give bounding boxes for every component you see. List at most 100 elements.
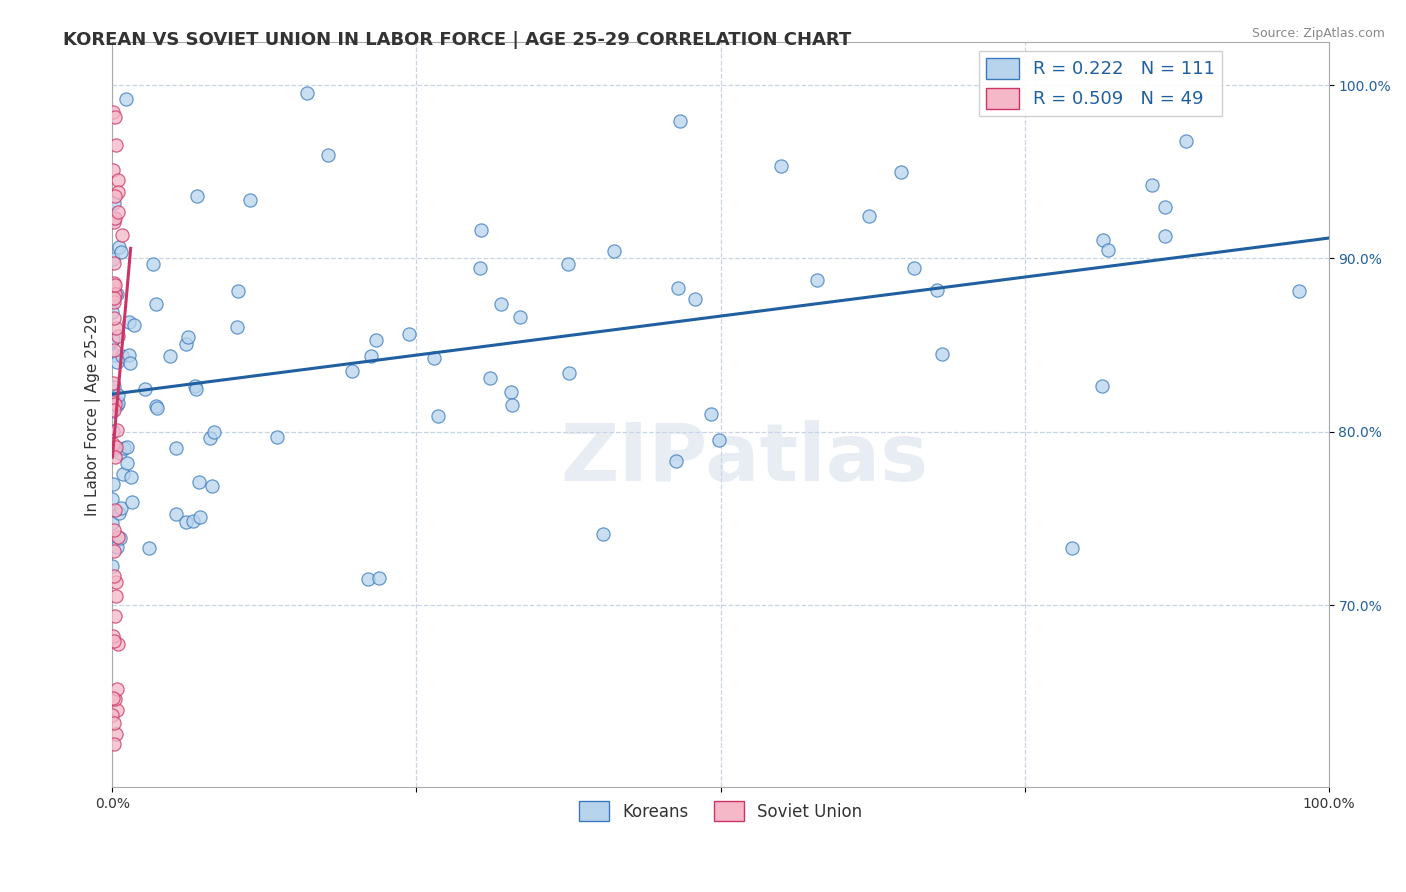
Point — [122, 318, 145, 333]
Point — [925, 283, 948, 297]
Point — [108, 531, 131, 545]
Point — [104, 286, 127, 301]
Point — [104, 287, 127, 301]
Point — [1091, 379, 1114, 393]
Point — [107, 286, 129, 301]
Point — [188, 510, 211, 524]
Point — [666, 280, 689, 294]
Point — [101, 334, 124, 348]
Point — [165, 507, 187, 521]
Point — [104, 450, 127, 464]
Point — [145, 296, 167, 310]
Point — [357, 572, 380, 586]
Point — [103, 343, 125, 357]
Point — [903, 260, 925, 275]
Point — [107, 240, 129, 254]
Point — [107, 328, 129, 343]
Point — [470, 222, 492, 236]
Point — [108, 506, 131, 520]
Point — [104, 189, 127, 203]
Point — [103, 277, 125, 291]
Point — [111, 228, 134, 243]
Point — [101, 492, 124, 507]
Point — [104, 277, 127, 292]
Point — [266, 430, 288, 444]
Point — [107, 172, 129, 186]
Point — [1142, 178, 1164, 192]
Point — [107, 681, 129, 696]
Point — [1175, 134, 1198, 148]
Point — [105, 441, 128, 455]
Point — [107, 530, 129, 544]
Point — [198, 431, 221, 445]
Point — [1097, 243, 1119, 257]
Point — [1288, 285, 1310, 299]
Point — [1091, 233, 1114, 247]
Point — [700, 407, 723, 421]
Point — [101, 252, 124, 267]
Point — [103, 380, 125, 394]
Point — [184, 382, 207, 396]
Point — [226, 284, 249, 298]
Point — [134, 382, 156, 396]
Point — [101, 105, 124, 120]
Point — [138, 541, 160, 555]
Point — [103, 634, 125, 648]
Point — [118, 356, 141, 370]
Point — [115, 456, 138, 470]
Point — [101, 516, 124, 531]
Point — [499, 384, 522, 399]
Point — [427, 409, 450, 424]
Point — [297, 86, 319, 100]
Point — [423, 351, 446, 366]
Point — [103, 544, 125, 558]
Point — [889, 165, 911, 179]
Point — [101, 305, 124, 319]
Point — [104, 503, 127, 517]
Point — [104, 692, 127, 706]
Point — [103, 737, 125, 751]
Point — [104, 211, 127, 226]
Point — [101, 477, 124, 491]
Point — [103, 291, 125, 305]
Point — [121, 495, 143, 509]
Point — [108, 446, 131, 460]
Point — [103, 716, 125, 731]
Point — [101, 404, 124, 418]
Point — [202, 425, 225, 439]
Point — [1154, 229, 1177, 244]
Point — [592, 527, 614, 541]
Point — [104, 110, 127, 124]
Point — [176, 337, 198, 351]
Point — [226, 319, 249, 334]
Point — [103, 295, 125, 310]
Point — [103, 256, 125, 270]
Point — [120, 470, 142, 484]
Point — [1062, 541, 1084, 555]
Point — [159, 349, 181, 363]
Point — [107, 205, 129, 219]
Point — [105, 137, 128, 152]
Point — [142, 257, 165, 271]
Point — [103, 212, 125, 227]
Point — [105, 703, 128, 717]
Point — [107, 387, 129, 401]
Point — [685, 292, 707, 306]
Point — [101, 708, 124, 723]
Point — [665, 453, 688, 467]
Point — [103, 376, 125, 390]
Point — [101, 384, 124, 399]
Point — [114, 92, 136, 106]
Point — [186, 189, 208, 203]
Point — [101, 162, 124, 177]
Point — [111, 349, 134, 363]
Point — [145, 399, 167, 413]
Point — [103, 424, 125, 438]
Point — [183, 378, 205, 392]
Point — [101, 559, 124, 574]
Point — [104, 575, 127, 590]
Point — [188, 475, 211, 489]
Point — [104, 727, 127, 741]
Point — [101, 395, 124, 409]
Point — [101, 629, 124, 643]
